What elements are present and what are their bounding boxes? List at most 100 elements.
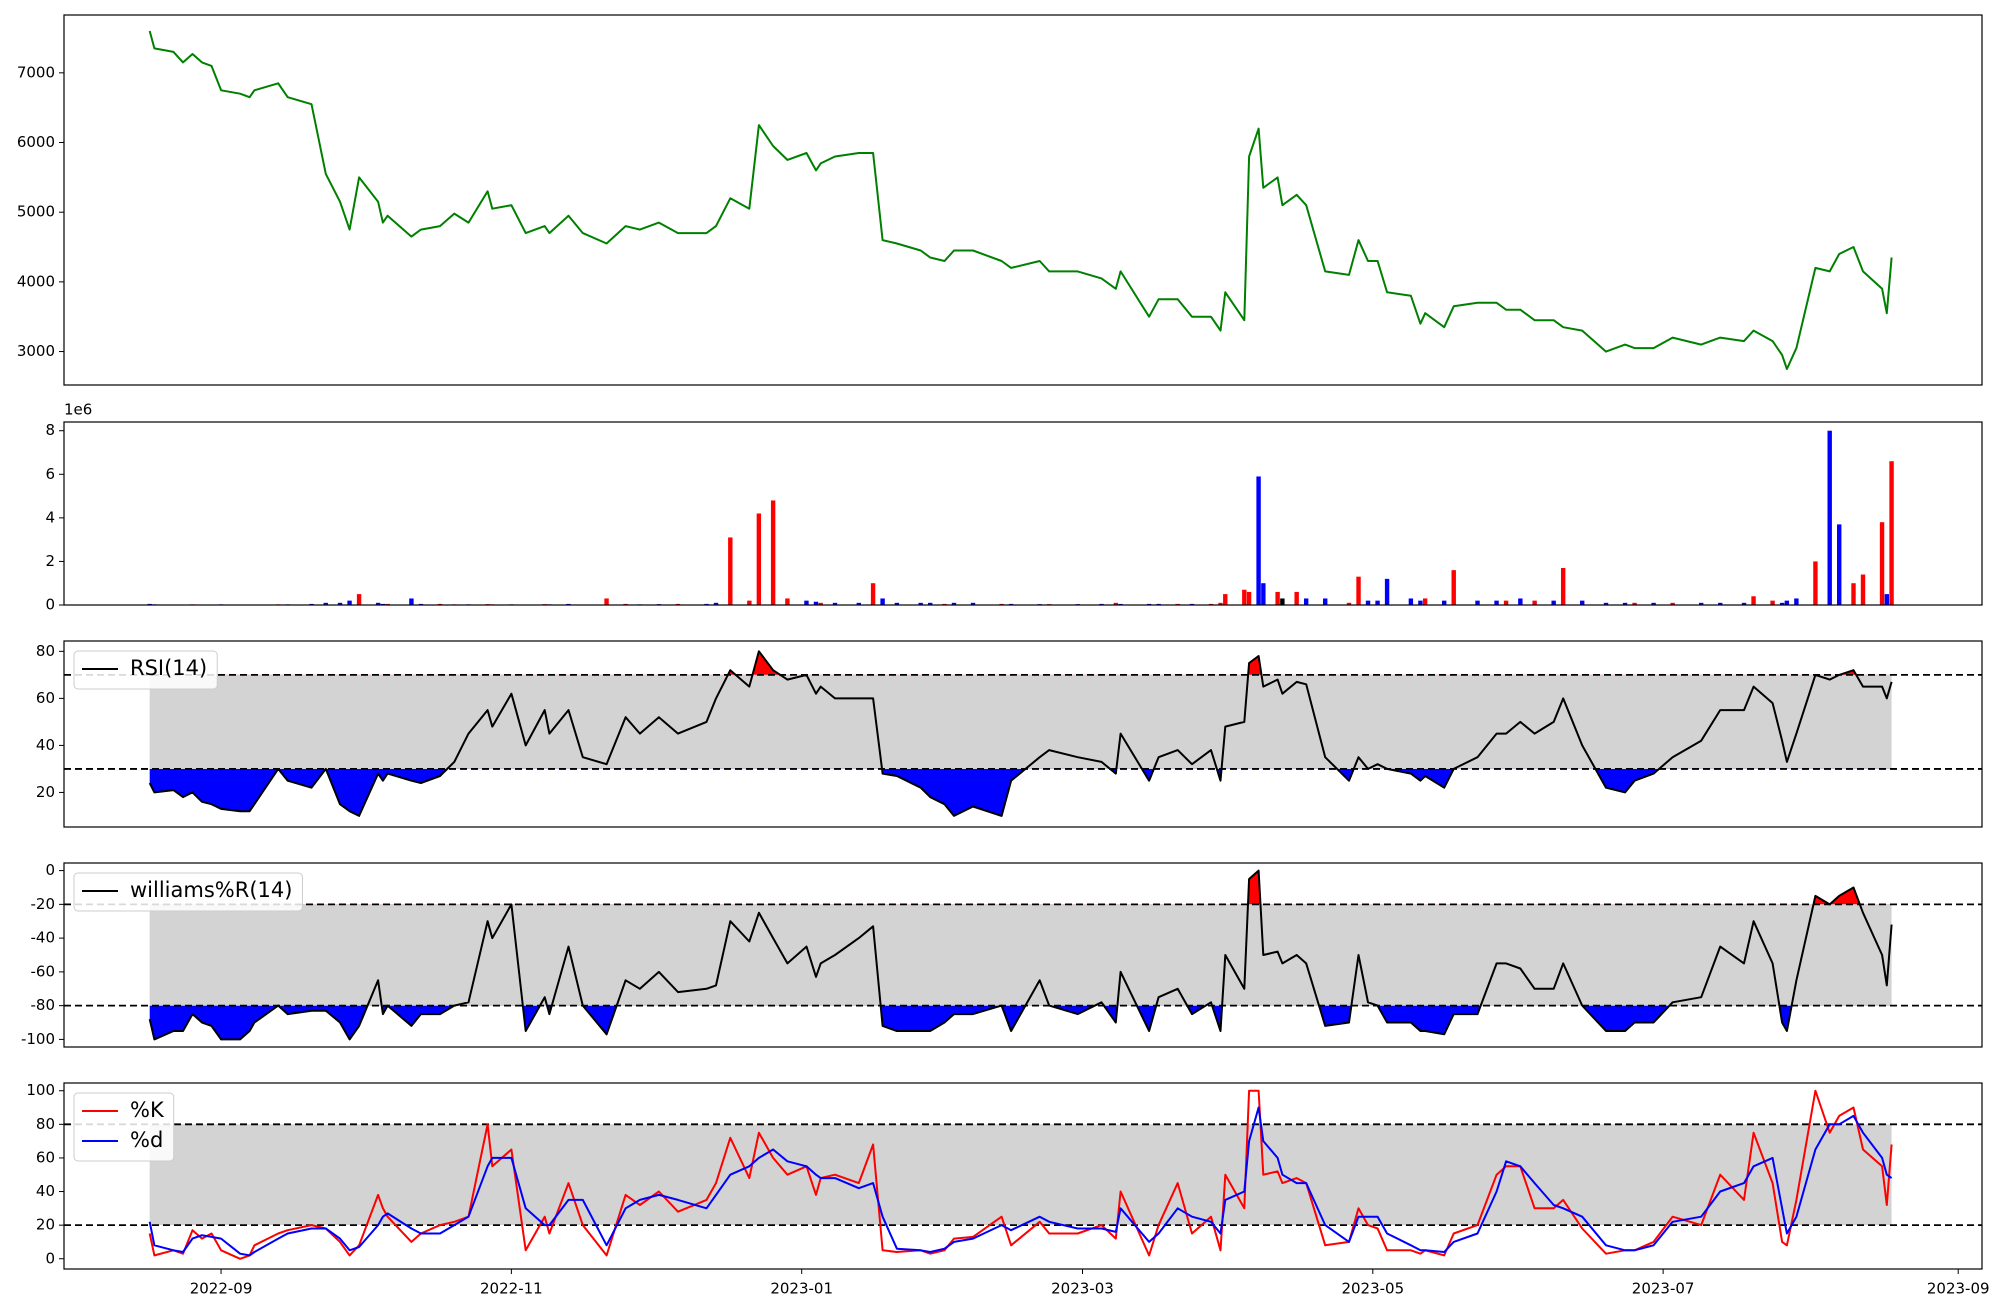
- y-tick-label: 3000: [17, 342, 55, 360]
- volume-bar: [1837, 524, 1842, 605]
- y-tick-label: 2: [45, 552, 55, 570]
- legend-label: %d: [130, 1128, 163, 1152]
- volume-bar: [1451, 570, 1456, 605]
- volume-bar: [1551, 600, 1556, 605]
- volume-bar: [894, 602, 900, 605]
- volume-bar: [1884, 594, 1890, 605]
- volume-bar: [1475, 600, 1480, 605]
- volume-bar: [918, 602, 923, 605]
- volume-bar: [1699, 602, 1704, 605]
- volume-bar: [1280, 598, 1285, 605]
- volume-bar: [1246, 591, 1252, 605]
- y-tick-label: -60: [31, 962, 56, 980]
- series-line: [148, 30, 1893, 370]
- volume-bar: [1242, 589, 1247, 605]
- axes-frame: [63, 1082, 1983, 1270]
- volume-bar: [785, 598, 790, 605]
- volume-bar: [856, 602, 862, 605]
- neutral-band: [149, 904, 1892, 1006]
- volume-bar: [1860, 574, 1866, 605]
- series-line: [148, 869, 1893, 1041]
- volume-bar: [870, 583, 876, 605]
- volume-bar: [1113, 602, 1119, 605]
- volume-bar: [1770, 600, 1775, 605]
- volume-bar: [1751, 596, 1756, 605]
- volume-bar: [1346, 602, 1352, 605]
- y-tick-label: 80: [36, 642, 55, 660]
- volume-bar: [1384, 578, 1390, 605]
- volume-bar: [1827, 430, 1832, 605]
- volume-bar: [1879, 522, 1885, 605]
- volume-bar: [770, 500, 776, 605]
- volume-bar: [337, 602, 343, 605]
- legend-box: [73, 872, 303, 912]
- volume-bar: [1408, 598, 1414, 605]
- y-tick-label: 100: [26, 1081, 55, 1099]
- panel: [64, 1089, 1982, 1260]
- y-tick-label: -80: [31, 996, 56, 1014]
- volume-bar: [1223, 594, 1228, 605]
- volume-bar: [1632, 602, 1637, 605]
- volume-bar: [951, 602, 957, 605]
- series-line: [148, 1106, 1893, 1257]
- volume-bar: [1580, 600, 1585, 605]
- volume-bar: [1794, 598, 1799, 605]
- y-tick-label: 40: [36, 736, 55, 754]
- axes-frame: [63, 640, 1983, 828]
- y-tick-label: 20: [36, 783, 55, 801]
- volume-bar: [1303, 598, 1309, 605]
- y-tick-label: 6: [45, 465, 55, 483]
- y-tick-label: -40: [31, 929, 56, 947]
- x-tick-label: 2023-07: [1632, 1280, 1695, 1298]
- volume-bar: [347, 600, 352, 605]
- neutral-band: [149, 1124, 1892, 1226]
- volume-bar: [1494, 600, 1499, 605]
- series-line: [148, 650, 1893, 817]
- volume-bar: [804, 600, 809, 605]
- volume-bar: [1275, 591, 1280, 605]
- y-tick-label: 4000: [17, 272, 55, 290]
- volume-bar: [832, 602, 838, 605]
- volume-bar: [728, 537, 733, 605]
- volume-bar: [356, 594, 362, 605]
- volume-bar: [1256, 476, 1261, 605]
- volume-bar: [756, 513, 762, 605]
- y-tick-label: 8: [45, 421, 55, 439]
- x-tick-label: 2023-09: [1927, 1280, 1990, 1298]
- volume-bar: [1718, 602, 1723, 605]
- neutral-band: [149, 674, 1892, 769]
- panel: [64, 650, 1982, 817]
- panel: [148, 30, 1893, 370]
- y-tick-label: 0: [45, 1249, 55, 1267]
- y-tick-label: 80: [36, 1115, 55, 1133]
- volume-bar: [1670, 602, 1675, 605]
- volume-bar: [1851, 583, 1856, 605]
- legend-label: williams%R(14): [130, 878, 292, 902]
- volume-bar: [1622, 602, 1628, 605]
- volume-bar: [1813, 561, 1818, 605]
- y-tick-label: 0: [45, 596, 55, 614]
- volume-bar: [970, 602, 976, 605]
- volume-bar: [1779, 602, 1785, 605]
- volume-bar: [1518, 598, 1523, 605]
- axis-offset-label: 1e6: [64, 401, 92, 419]
- series-line: [148, 1089, 1893, 1260]
- volume-bar: [1741, 602, 1747, 605]
- volume-bar: [1503, 600, 1509, 605]
- axes-frame: [63, 14, 1983, 386]
- y-tick-label: 4: [45, 508, 55, 526]
- y-tick-label: -100: [21, 1030, 55, 1048]
- y-tick-label: 60: [36, 689, 55, 707]
- y-tick-label: 6000: [17, 133, 55, 151]
- y-tick-label: 0: [45, 861, 55, 879]
- volume-bar: [1784, 600, 1790, 605]
- x-tick-label: 2023-05: [1341, 1280, 1404, 1298]
- volume-bar: [1651, 602, 1656, 605]
- volume-bar: [1261, 583, 1266, 605]
- volume-bar: [927, 602, 933, 605]
- oversold-fill: [149, 768, 1660, 816]
- volume-bar: [1356, 576, 1361, 605]
- volume-bar: [818, 602, 823, 605]
- axes-frame: [63, 421, 1983, 606]
